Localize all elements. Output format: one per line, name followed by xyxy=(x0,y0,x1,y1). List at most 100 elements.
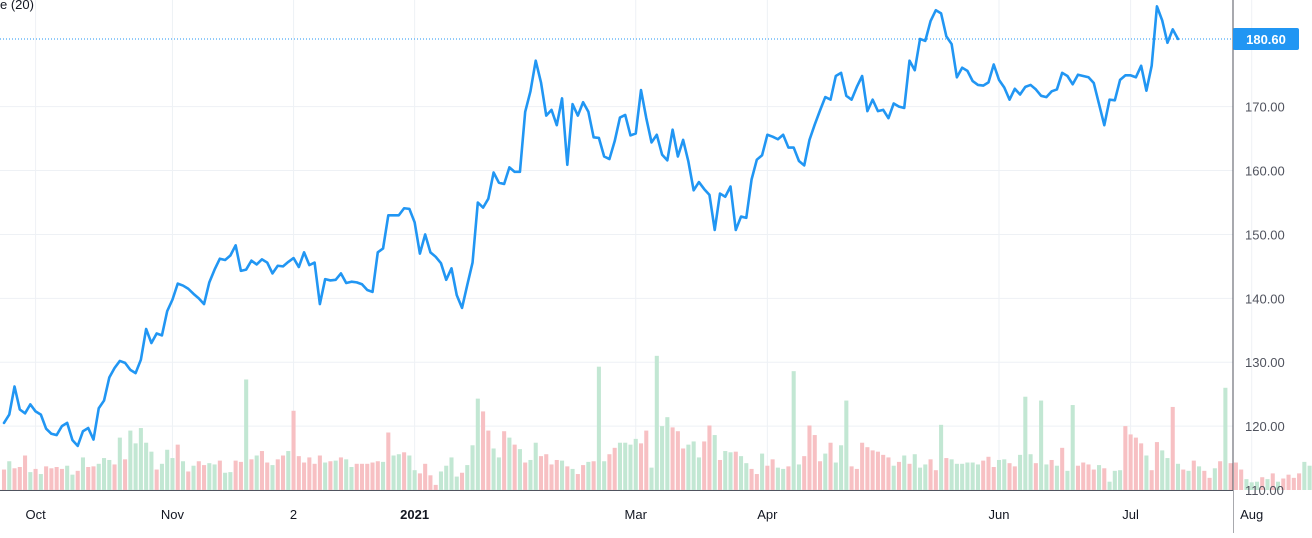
volume-bar xyxy=(1286,474,1291,490)
volume-bar xyxy=(760,453,765,490)
volume-bar xyxy=(1102,468,1107,490)
volume-bar xyxy=(38,474,43,490)
volume-bar xyxy=(744,463,749,490)
volume-bar xyxy=(1070,405,1075,490)
volume-bar xyxy=(970,462,975,490)
volume-bar xyxy=(1244,479,1249,490)
volume-bar xyxy=(265,462,270,490)
volume-bar xyxy=(49,468,54,490)
x-axis-labels: Oct Nov 2 2021 Mar Apr Jun Jul Aug xyxy=(25,507,1263,522)
legend-partial-text: e (20) xyxy=(0,0,34,12)
volume-bar xyxy=(570,468,575,490)
volume-bar xyxy=(454,476,459,490)
volume-bar xyxy=(1291,477,1296,490)
volume-bar xyxy=(54,467,59,490)
volume-bar xyxy=(154,469,159,490)
volume-bar xyxy=(923,464,928,490)
volume-bar xyxy=(359,463,365,490)
x-tick-label: Mar xyxy=(625,507,648,522)
volume-bar xyxy=(323,462,328,490)
current-price-tag-bg xyxy=(1233,27,1299,50)
volume-bar xyxy=(202,465,207,490)
volume-bar xyxy=(1133,437,1138,490)
volume-bar xyxy=(538,456,544,490)
volume-bar xyxy=(17,467,22,490)
volume-bar xyxy=(1160,450,1165,490)
volume-bar xyxy=(523,462,528,490)
volume-bar xyxy=(101,458,107,490)
volume-bar xyxy=(591,461,596,490)
price-line[interactable] xyxy=(2,5,1180,448)
volume-bar xyxy=(681,448,686,490)
volume-bar xyxy=(386,432,391,490)
volume-bar xyxy=(712,435,717,490)
volume-bar xyxy=(907,463,912,490)
volume-bar xyxy=(833,462,838,490)
volume-bar xyxy=(933,470,938,490)
volume-bar xyxy=(191,465,196,490)
volume-bar xyxy=(686,444,691,490)
x-tick-label: 2 xyxy=(290,507,297,522)
x-axis-background xyxy=(0,491,1233,533)
volume-bar xyxy=(1112,470,1117,490)
volume-bar xyxy=(739,456,744,490)
volume-bar xyxy=(1149,470,1154,490)
volume-bar xyxy=(512,444,517,490)
volume-bar xyxy=(207,463,212,490)
volume-bar xyxy=(1060,447,1065,490)
volume-bar xyxy=(459,472,465,490)
volume-bar xyxy=(896,461,902,490)
volume-bar xyxy=(344,459,349,490)
volume-bar xyxy=(733,451,738,490)
volume-bar xyxy=(259,451,264,490)
volume-bar xyxy=(1191,460,1196,490)
volume-bar xyxy=(481,411,486,490)
volume-bar xyxy=(602,461,607,490)
volume-bar xyxy=(1039,400,1044,490)
volume-bar xyxy=(1018,454,1023,490)
volume-bar xyxy=(396,454,401,490)
volume-bar xyxy=(338,457,343,490)
volume-bar xyxy=(417,473,422,490)
volume-bar xyxy=(275,459,280,490)
volume-bar xyxy=(159,463,164,490)
volume-bar xyxy=(1107,481,1112,490)
volume-bar xyxy=(349,467,354,490)
volume-bar xyxy=(965,462,970,490)
volume-bar xyxy=(844,400,849,490)
volume-bar xyxy=(596,366,601,490)
x-tick-label: Nov xyxy=(161,507,185,522)
volume-bar xyxy=(886,457,891,490)
volume-bar xyxy=(654,355,659,490)
volume-bar xyxy=(770,459,775,490)
volume-bar xyxy=(286,451,291,490)
volume-bar xyxy=(70,474,75,490)
volume-bar xyxy=(1275,481,1281,490)
volume-bar xyxy=(433,484,438,490)
volume-bar xyxy=(444,465,449,490)
volume-bar xyxy=(33,468,38,490)
volume-bar xyxy=(991,467,996,490)
x-tick-label: Oct xyxy=(25,507,46,522)
volume-bar xyxy=(1307,465,1312,490)
volume-bar xyxy=(7,461,12,490)
volume-bar xyxy=(1170,406,1175,490)
volume-bar xyxy=(1265,479,1270,490)
volume-bar xyxy=(180,461,186,490)
volume-bar xyxy=(1297,473,1302,490)
y-tick-label: 110.00 xyxy=(1245,483,1284,498)
volume-bar xyxy=(870,450,875,490)
volume-bar xyxy=(370,462,375,490)
volume-bar xyxy=(996,459,1002,490)
volume-bar xyxy=(781,468,786,490)
volume-bar xyxy=(549,464,554,490)
volume-bar xyxy=(496,457,501,490)
volume-bar xyxy=(465,465,470,490)
volume-bar xyxy=(975,464,980,490)
volume-bar xyxy=(249,459,254,490)
volume-bar xyxy=(828,442,833,490)
volume-bar xyxy=(638,443,644,490)
volume-bar xyxy=(107,459,112,490)
